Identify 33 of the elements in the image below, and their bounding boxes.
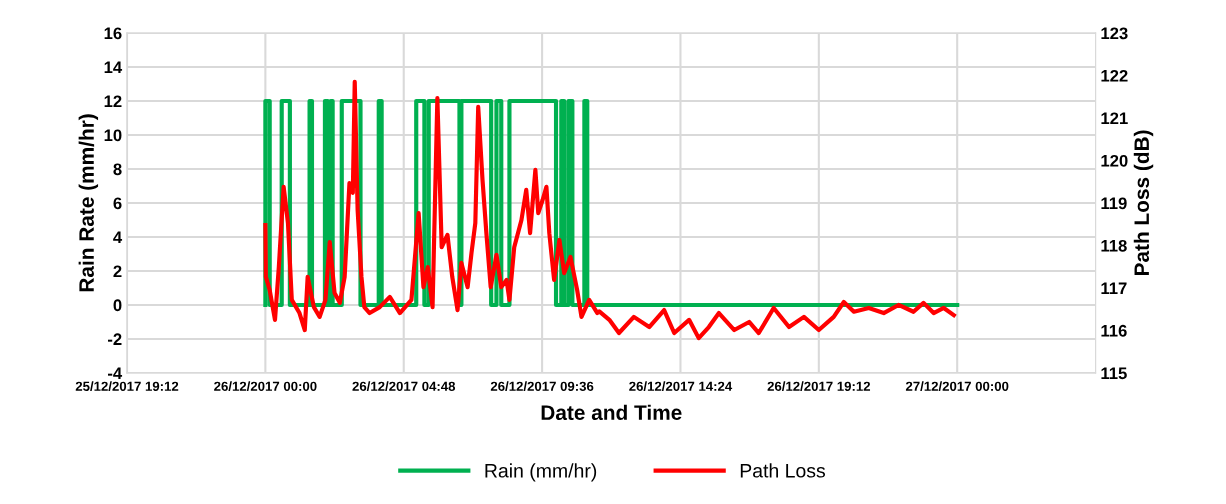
- x-axis-title: Date and Time: [541, 404, 682, 421]
- y-tick-label: 2: [113, 265, 122, 278]
- y2-axis-title: Path Loss (dB): [1133, 130, 1154, 276]
- legend-label: Rain (mm/hr): [485, 463, 597, 482]
- y2-tick-label: 122: [1101, 69, 1128, 82]
- y-tick-label: 10: [104, 129, 122, 142]
- y2-tick-label: 120: [1101, 154, 1128, 167]
- y-tick-label: 4: [113, 231, 123, 244]
- y-tick-label: 14: [104, 61, 123, 74]
- y2-tick-label: 116: [1101, 324, 1127, 337]
- x-tick-label: 26/12/2017 04:48: [352, 381, 456, 392]
- x-tick-label: 26/12/2017 00:00: [214, 381, 317, 392]
- legend-label: Path Loss: [740, 463, 826, 478]
- y-tick-label: 0: [113, 299, 122, 312]
- y-tick-label: 8: [113, 163, 122, 176]
- y-tick-label: 6: [113, 197, 122, 210]
- y-axis-title: Rain Rate (mm/hr): [78, 114, 99, 292]
- x-tick-label: 26/12/2017 14:24: [629, 381, 733, 392]
- y2-tick-label: 123: [1101, 27, 1128, 40]
- x-tick-label: 26/12/2017 09:36: [490, 381, 594, 392]
- y2-tick-label: 115: [1101, 367, 1127, 380]
- y2-tick-label: 121: [1101, 112, 1128, 125]
- y-tick-label: -2: [107, 333, 122, 345]
- y-tick-label: 12: [104, 95, 122, 108]
- y-tick-label: 16: [104, 27, 122, 40]
- y2-tick-label: 117: [1101, 282, 1127, 295]
- x-tick-label: 26/12/2017 19:12: [767, 381, 871, 392]
- x-tick-label: 27/12/2017 00:00: [905, 381, 1009, 392]
- y2-tick-label: 119: [1101, 197, 1127, 210]
- line-series: [263, 79, 956, 341]
- x-tick-label: 25/12/2017 19:12: [75, 381, 179, 392]
- y2-tick-label: 118: [1101, 239, 1127, 252]
- y-tick-label: -4: [107, 367, 123, 379]
